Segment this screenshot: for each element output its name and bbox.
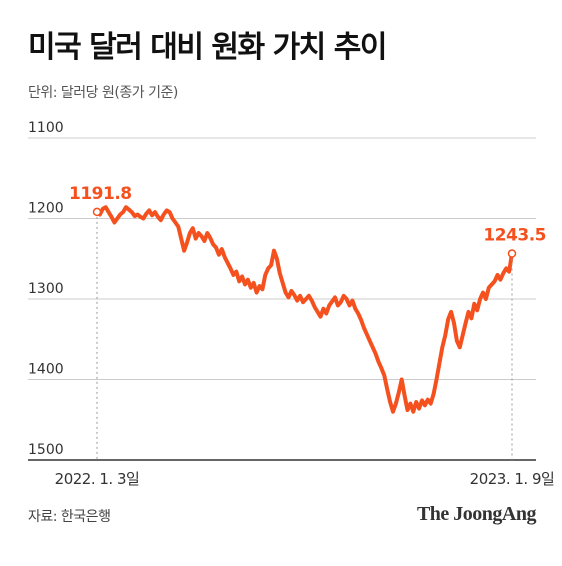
y-tick-label: 1100 [28,120,64,136]
start-point-marker [92,207,102,217]
series-layer [95,205,514,460]
y-tick-label: 1500 [28,442,64,458]
x-tick-label: 2023. 1. 9일 [470,470,555,488]
chart-title: 미국 달러 대비 원화 가치 추이 [28,30,387,65]
source-label: 자료: 한국은행 [28,509,111,525]
y-tick-label: 1300 [28,281,64,297]
end-point-marker [507,249,517,258]
end-value-label: 1243.5 [483,226,546,246]
y-tick-label: 1200 [28,201,64,217]
start-value-label: 1191.8 [69,184,132,204]
x-axis-ticks: 2022. 1. 3일 2023. 1. 9일 [55,470,555,488]
brand-logo: The JoongAng [416,503,537,525]
y-tick-label: 1400 [28,362,64,378]
series-line [95,205,514,414]
annotations: 1191.8 1243.5 [69,184,547,258]
x-tick-label: 2022. 1. 3일 [55,470,140,488]
unit-label: 단위: 달러당 원(종가 기준) [28,85,178,101]
y-axis-ticks: 1100 1200 1300 1400 1500 [28,120,64,458]
